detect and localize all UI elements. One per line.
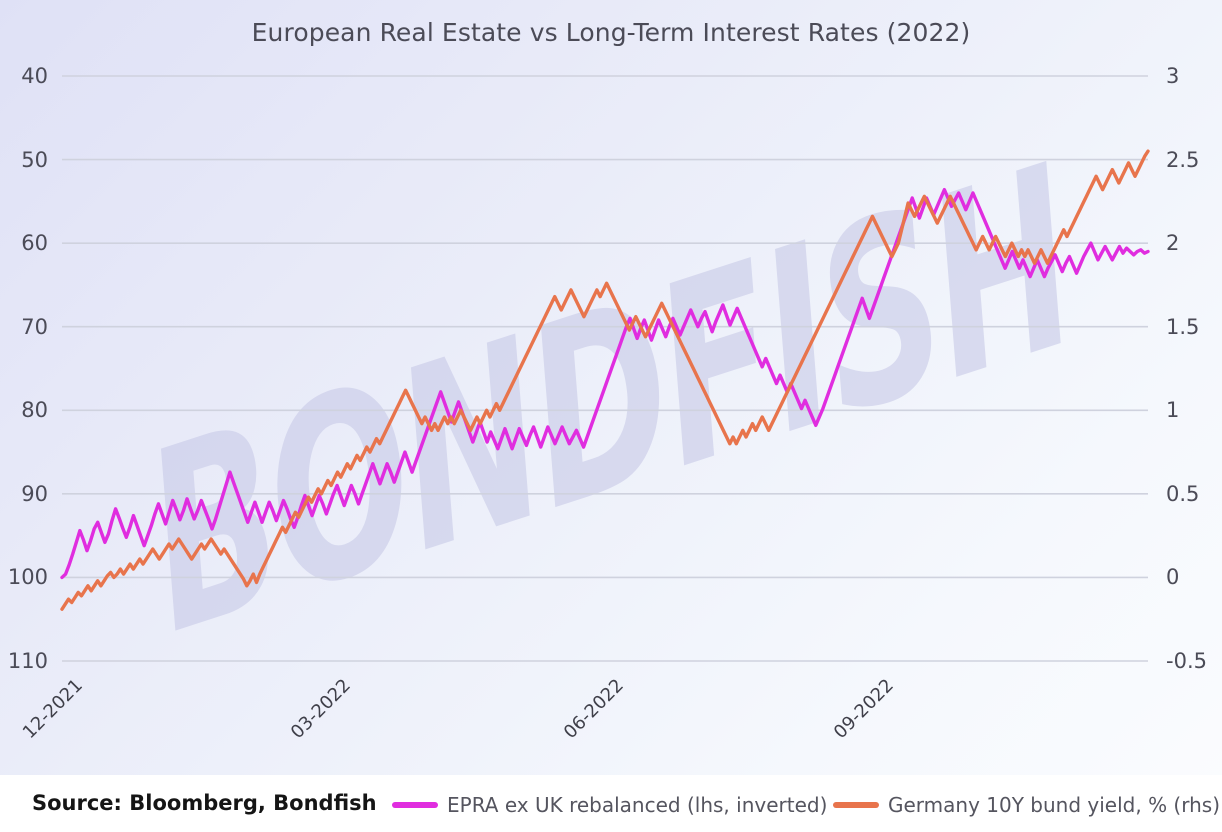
source-note: Source: Bloomberg, Bondfish [32,791,377,815]
legend-item-epra[interactable]: EPRA ex UK rebalanced (lhs, inverted) [392,793,827,817]
series-line-bund [60,149,1150,611]
y-right-tick-label: 2.5 [1166,147,1200,172]
y-right-tick-label: 0 [1166,565,1180,590]
y-left-tick-label: 70 [21,314,48,339]
y-right-tick-label: 2 [1166,231,1180,256]
gridlines [62,75,1148,662]
legend-label-epra: EPRA ex UK rebalanced (lhs, inverted) [447,793,828,817]
y-left-tick-label: 90 [21,481,48,506]
footer [0,775,1222,832]
page-title: European Real Estate vs Long-Term Intere… [251,18,971,47]
y-right-tick-label: 3 [1166,64,1180,88]
series-lines [60,149,1150,611]
y-left-tick-label: 60 [21,231,48,256]
y-left-tick-label: 50 [21,147,48,172]
y-right-tick-label: -0.5 [1166,649,1207,673]
y-right-tick-label: 1 [1166,398,1180,423]
y-left-tick-label: 110 [7,649,48,673]
y-left-tick-label: 80 [21,398,48,423]
series-line-epra [60,187,1150,580]
y-left-tick-label: 100 [7,565,48,590]
legend-label-bund: Germany 10Y bund yield, % (rhs) [888,793,1221,817]
legend-swatch-magenta [392,802,438,808]
y-left-tick-label: 40 [21,64,48,88]
legend-item-bund[interactable]: Germany 10Y bund yield, % (rhs) [833,793,1220,817]
y-right-tick-label: 0.5 [1166,481,1200,506]
y-right-tick-label: 1.5 [1166,314,1200,339]
legend-swatch-orange [833,802,879,808]
